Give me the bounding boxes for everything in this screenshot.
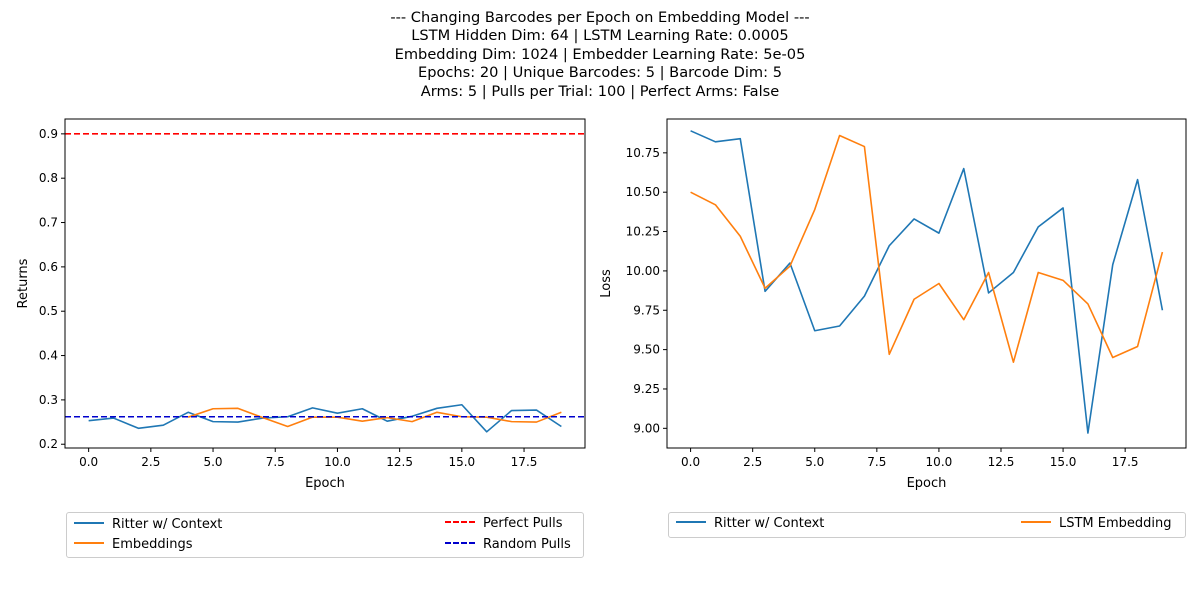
loss-y-tick-label: 9.50: [633, 343, 660, 357]
loss-y-tick-label: 10.75: [626, 146, 660, 160]
returns-series-embeddings: [187, 407, 562, 428]
returns-y-tick-label: 0.8: [39, 171, 58, 185]
legend-item-ritter-w-context: Ritter w/ Context: [74, 516, 222, 534]
legend-item-ritter-w-context: Ritter w/ Context: [676, 515, 824, 533]
legend-dashed-swatch: [445, 541, 475, 544]
loss-x-tick-label: 5.0: [805, 455, 824, 469]
returns-x-tick-label: 12.5: [386, 455, 413, 469]
returns-y-tick-label: 0.2: [39, 437, 58, 451]
title-line-1: --- Changing Barcodes per Epoch on Embed…: [390, 9, 810, 26]
legend-label: Random Pulls: [483, 537, 571, 552]
loss-y-tick-label: 10.50: [626, 185, 660, 199]
loss-y-tick-label: 9.00: [633, 421, 660, 435]
loss-x-tick-label: 0.0: [681, 455, 700, 469]
returns-y-tick-label: 0.3: [39, 393, 58, 407]
returns-x-tick-label: 10.0: [324, 455, 351, 469]
legend-label: Perfect Pulls: [483, 516, 563, 531]
loss-x-tick-label: 17.5: [1112, 455, 1139, 469]
returns-x-tick-label: 17.5: [511, 455, 538, 469]
loss-x-tick-label: 12.5: [988, 455, 1015, 469]
returns-plot-frame: [64, 118, 586, 449]
figure-title: --- Changing Barcodes per Epoch on Embed…: [0, 9, 1200, 101]
returns-legend: Ritter w/ Context Embeddings Perfect Pul…: [66, 512, 584, 558]
loss-y-tick-label: 10.25: [626, 225, 660, 239]
legend-label: Embeddings: [112, 537, 193, 552]
loss-x-tick-label: 15.0: [1050, 455, 1077, 469]
returns-y-tick-label: 0.5: [39, 304, 58, 318]
legend-label: LSTM Embedding: [1059, 516, 1172, 531]
legend-item-perfect-pulls: Perfect Pulls: [445, 515, 563, 533]
loss-plot-frame: [666, 118, 1187, 449]
returns-y-tick-label: 0.6: [39, 260, 58, 274]
returns-x-tick-label: 2.5: [141, 455, 160, 469]
loss-x-tick-label: 2.5: [743, 455, 762, 469]
title-line-3: Embedding Dim: 1024 | Embedder Learning …: [394, 45, 806, 63]
loss-y-tick-label: 9.25: [633, 382, 660, 396]
returns-x-tick-label: 7.5: [266, 455, 285, 469]
loss-series-ritter-w-context: [690, 130, 1164, 434]
legend-dashed-swatch: [445, 520, 475, 523]
returns-x-axis-label: Epoch: [305, 476, 345, 491]
legend-label: Ritter w/ Context: [112, 517, 223, 532]
returns-y-axis-label: Returns: [16, 258, 31, 308]
loss-x-axis-label: Epoch: [907, 476, 947, 491]
legend-label: Ritter w/ Context: [714, 516, 825, 531]
legend-line-swatch: [74, 541, 104, 544]
title-line-5: Arms: 5 | Pulls per Trial: 100 | Perfect…: [420, 82, 780, 100]
loss-y-tick-label: 10.00: [626, 264, 660, 278]
title-line-2: LSTM Hidden Dim: 64 | LSTM Learning Rate…: [411, 27, 789, 45]
returns-y-tick-label: 0.7: [39, 216, 58, 230]
loss-x-tick-label: 7.5: [867, 455, 886, 469]
loss-y-axis-label: Loss: [599, 269, 614, 298]
legend-line-swatch: [1021, 520, 1051, 523]
title-line-4: Epochs: 20 | Unique Barcodes: 5 | Barcod…: [417, 64, 782, 82]
returns-series-ritter-w-context: [88, 403, 562, 433]
legend-line-swatch: [74, 521, 104, 524]
loss-y-tick-label: 9.75: [633, 303, 660, 317]
returns-x-tick-label: 5.0: [203, 455, 222, 469]
returns-x-tick-label: 15.0: [448, 455, 475, 469]
legend-item-lstm-embedding: LSTM Embedding: [1021, 515, 1172, 533]
loss-series-lstm-embedding: [690, 134, 1164, 364]
returns-x-tick-label: 0.0: [79, 455, 98, 469]
returns-y-tick-label: 0.9: [39, 127, 58, 141]
legend-line-swatch: [676, 520, 706, 523]
loss-legend: Ritter w/ Context LSTM Embedding: [668, 512, 1186, 538]
legend-item-embeddings: Embeddings: [74, 536, 193, 554]
loss-x-tick-label: 10.0: [926, 455, 953, 469]
returns-y-tick-label: 0.4: [39, 349, 58, 363]
legend-item-random-pulls: Random Pulls: [445, 536, 571, 554]
